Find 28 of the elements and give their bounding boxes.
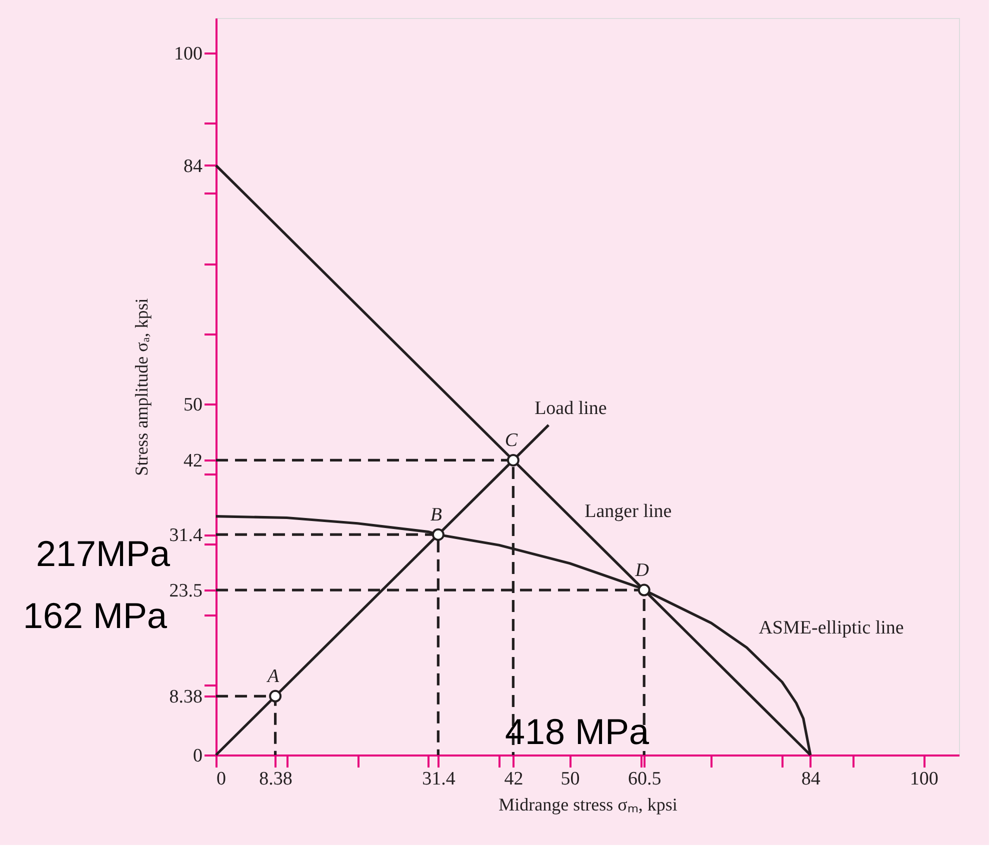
series-label: Load line xyxy=(534,398,607,420)
y-tick-label: 23.5 xyxy=(169,580,202,602)
annotation: 418 MPa xyxy=(504,711,650,752)
y-tick-label: 84 xyxy=(184,156,203,177)
x-tick-label: 0 xyxy=(216,768,226,790)
annotation: A xyxy=(265,666,280,688)
x-tick-label: 50 xyxy=(560,768,580,790)
y-tick-label: 0 xyxy=(193,746,202,766)
y-axis-title: Stress amplitude σₐ, kpsi xyxy=(131,298,152,476)
y-tick-label: 8.38 xyxy=(169,686,202,708)
annotation: C xyxy=(504,430,518,452)
y-tick-label: 31.4 xyxy=(169,525,203,546)
y-tick-label: 50 xyxy=(184,394,202,416)
x-axis-title: Midrange stress σₘ, kpsi xyxy=(498,794,678,814)
x-tick-label: 31.4 xyxy=(422,768,456,790)
x-tick-label: 8.38 xyxy=(259,768,292,790)
y-tick-label: 42 xyxy=(184,450,202,472)
series-label: ASME-elliptic line xyxy=(758,618,904,639)
x-tick-label: 42 xyxy=(504,768,524,790)
annotation: D xyxy=(634,560,650,582)
x-tick-label: 100 xyxy=(910,768,938,790)
text: 217MPa xyxy=(36,533,172,574)
y-tick-label: 100 xyxy=(174,44,202,65)
series-label: Langer line xyxy=(584,501,672,522)
x-tick-label: 60.5 xyxy=(628,768,662,790)
x-tick-label: 84 xyxy=(801,768,821,790)
text: 162 MPa xyxy=(22,595,168,636)
annotation: B xyxy=(430,504,442,526)
